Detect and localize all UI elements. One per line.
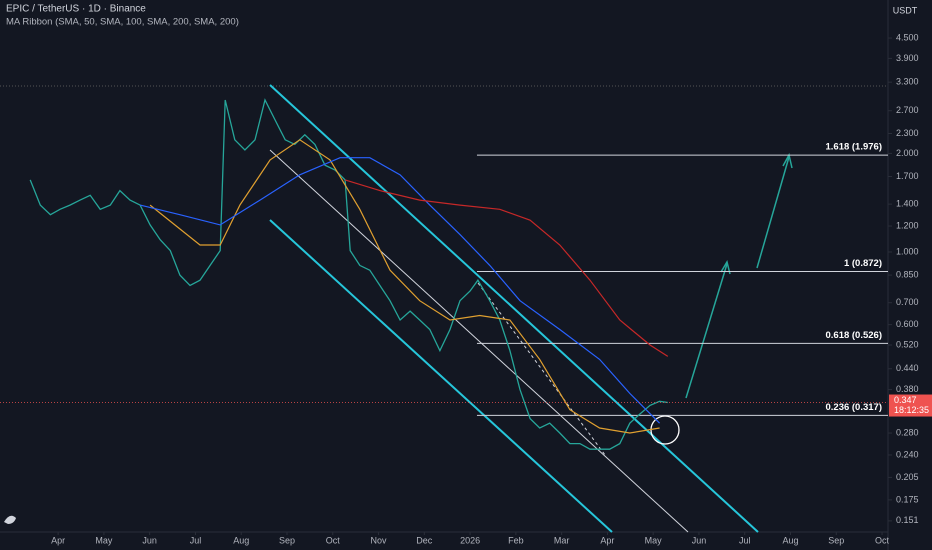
fib-label: 0.236 (0.317) (825, 402, 882, 413)
logo (4, 515, 16, 524)
arrow (756, 156, 790, 269)
x-tick-label: Apr (600, 535, 614, 545)
y-tick-label: 3.300 (896, 77, 919, 87)
y-tick-label: 4.500 (896, 32, 919, 42)
x-tick-label: Apr (51, 535, 65, 545)
x-tick-label: Dec (416, 535, 433, 545)
x-tick-label: Jun (692, 535, 707, 545)
y-tick-label: 1.700 (896, 171, 919, 181)
y-tick-label: 0.175 (896, 494, 919, 504)
series-line (29, 98, 668, 450)
y-tick-label: 2.700 (896, 105, 919, 115)
y-tick-label: 0.240 (896, 449, 919, 459)
channel-line (269, 149, 689, 533)
x-tick-label: Oct (326, 535, 341, 545)
y-tick-label: 1.200 (896, 220, 919, 230)
x-tick-label: May (645, 535, 663, 545)
y-tick-label: 0.380 (896, 384, 919, 394)
y-tick-label: 0.280 (896, 427, 919, 437)
y-tick-label: 0.440 (896, 363, 919, 373)
channel-line (269, 84, 759, 533)
x-tick-label: Mar (554, 535, 570, 545)
series-line (139, 157, 661, 424)
x-tick-label: Sep (828, 535, 844, 545)
price-tag (889, 394, 932, 417)
price-tag-countdown: 18:12:35 (894, 405, 929, 415)
x-tick-label: Oct (875, 535, 890, 545)
y-tick-label: 2.000 (896, 148, 919, 158)
x-tick-label: Nov (371, 535, 388, 545)
price-tag-value: 0.347 (894, 395, 917, 405)
x-tick-label: Aug (782, 535, 798, 545)
y-tick-label: 0.205 (896, 472, 919, 482)
channel-line (269, 219, 613, 533)
x-tick-label: Sep (279, 535, 295, 545)
x-tick-label: Aug (233, 535, 249, 545)
fib-label: 1.618 (1.976) (825, 142, 882, 153)
y-tick-label: 1.400 (896, 198, 919, 208)
x-tick-label: Feb (508, 535, 524, 545)
y-tick-label: 0.600 (896, 319, 919, 329)
y-tick-label: 0.151 (896, 515, 919, 525)
fib-label: 0.618 (0.526) (825, 330, 882, 341)
y-tick-label: 0.850 (896, 269, 919, 279)
drawings (0, 84, 888, 533)
indicator-label: MA Ribbon (SMA, 50, SMA, 100, SMA, 200, … (6, 17, 239, 28)
y-tick-label: 3.900 (896, 53, 919, 63)
fib-label: 1 (0.872) (844, 258, 882, 269)
x-tick-label: 2026 (460, 535, 480, 545)
arrow-head (720, 260, 731, 275)
x-tick-label: Jun (142, 535, 157, 545)
chart-title: EPIC / TetherUS · 1D · Binance (6, 4, 146, 15)
y-tick-label: 2.300 (896, 128, 919, 138)
y-tick-label: 1.000 (896, 246, 919, 256)
series-line (149, 139, 660, 434)
y-tick-label: 0.700 (896, 297, 919, 307)
series-line (344, 179, 669, 357)
arrow (685, 263, 728, 399)
x-tick-label: Jul (190, 535, 202, 545)
x-tick-label: May (95, 535, 113, 545)
y-axis-label: USDT (893, 5, 918, 15)
y-tick-label: 0.520 (896, 339, 919, 349)
x-tick-label: Jul (739, 535, 751, 545)
